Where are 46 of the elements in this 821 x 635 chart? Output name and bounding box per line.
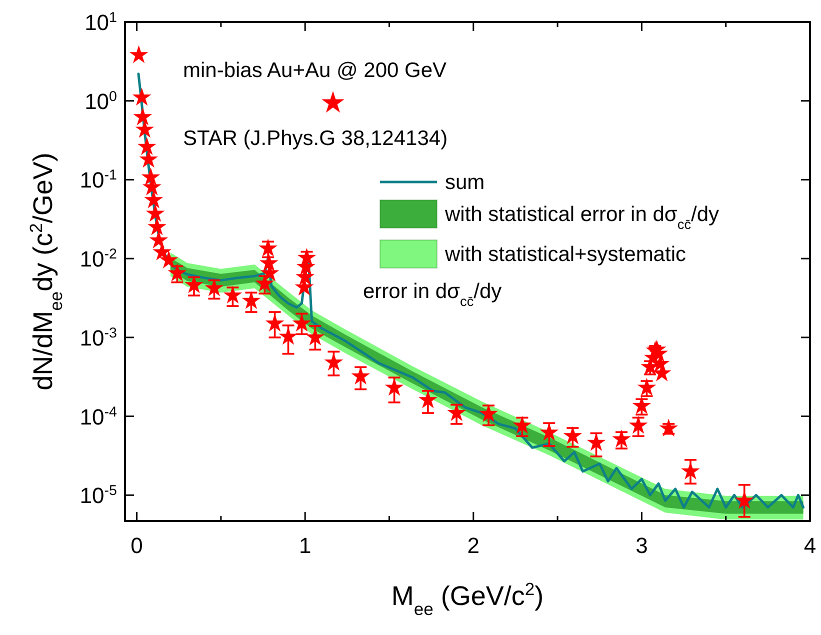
point — [306, 328, 325, 346]
point — [649, 344, 668, 362]
point — [681, 462, 700, 480]
legend-label: with statistical+systematic error in dσ$_{cc̄}$/dy — [363, 243, 686, 308]
point — [628, 416, 648, 434]
point — [144, 190, 164, 208]
point — [137, 137, 156, 155]
point — [259, 253, 278, 272]
annotation: min-bias Au+Au @ 200 GeV — [183, 59, 447, 82]
point — [148, 217, 166, 236]
y-tick-label: 10$^{-4}$ — [80, 404, 118, 430]
x-tick-label: 1 — [298, 533, 312, 558]
point — [351, 366, 370, 384]
point — [149, 230, 168, 248]
point — [146, 204, 165, 222]
point — [204, 278, 224, 296]
point — [512, 416, 532, 434]
point — [659, 418, 678, 437]
y-tick-label: 10$^{-5}$ — [80, 483, 118, 508]
point — [139, 150, 158, 168]
point — [129, 45, 148, 64]
y-tick-label: 10$^{-1}$ — [80, 168, 118, 193]
y-tick-label: 10$^{-3}$ — [80, 325, 118, 350]
x-axis-title: M$_{ee}$ (GeV/c$^{2}$) — [391, 579, 544, 619]
x-tick-label: 0 — [130, 533, 143, 558]
point — [297, 248, 316, 266]
point — [159, 250, 178, 268]
point — [418, 390, 438, 408]
point — [479, 404, 498, 422]
point — [540, 422, 559, 441]
point — [184, 275, 204, 294]
x-tick-label: 3 — [636, 533, 648, 558]
x-tick-label: 2 — [467, 533, 480, 558]
point — [132, 88, 152, 106]
y-tick-label: 10$^{-2}$ — [80, 246, 118, 272]
point — [133, 107, 152, 126]
point — [563, 426, 582, 444]
series-label: STAR (J.Phys.G 38,124134) — [183, 127, 448, 150]
point — [223, 286, 242, 304]
point — [447, 403, 466, 422]
y-tick-label: 10$^{0}$ — [84, 88, 118, 114]
legend-label: sum — [445, 171, 485, 194]
legend-label: with statistical error in dσ$_{cc̄}$/dy — [444, 203, 720, 232]
point — [141, 168, 160, 186]
x-tick-label: 4 — [804, 533, 816, 558]
y-tick-label: 10$^{1}$ — [84, 10, 118, 35]
